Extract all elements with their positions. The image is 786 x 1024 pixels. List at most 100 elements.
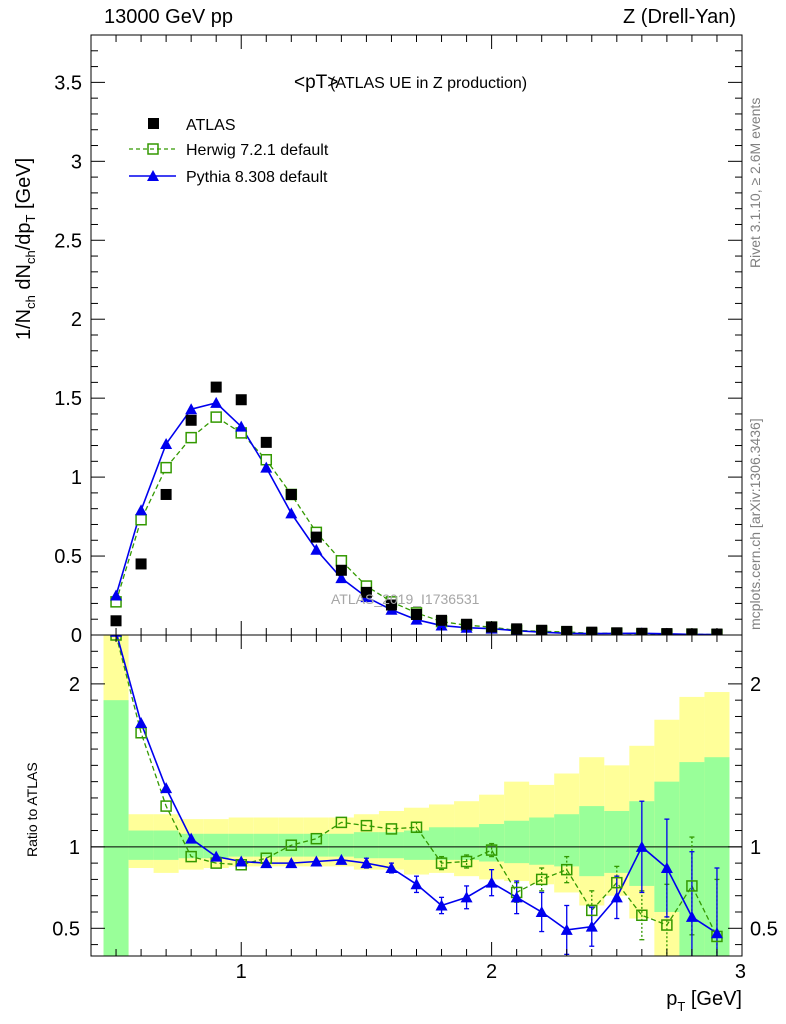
pythia-ratio-point bbox=[610, 891, 623, 903]
main-y-tick-label: 1 bbox=[71, 467, 82, 489]
legend-herwig-label: Herwig 7.2.1 default bbox=[186, 142, 329, 159]
pythia-ratio-point bbox=[585, 920, 598, 932]
pythia-ratio-point bbox=[385, 862, 398, 874]
x-tick-label: 3 bbox=[735, 961, 746, 983]
atlas-point bbox=[411, 608, 422, 620]
pythia-ratio-point bbox=[435, 899, 448, 911]
main-y-tick-label: 2.5 bbox=[54, 230, 82, 252]
pythia-point bbox=[160, 437, 173, 449]
pythia-ratio-point bbox=[360, 857, 373, 869]
pythia-ratio-point bbox=[260, 857, 273, 869]
band-1sigma bbox=[604, 810, 630, 873]
ratio-y-tick-label-right: 0.5 bbox=[750, 918, 778, 940]
pythia-ratio-point bbox=[660, 862, 673, 874]
ratio-tick-labels: 0.5 0.5 1 1 2 2 1 2 3 bbox=[52, 674, 778, 983]
main-y-tick-label: 3 bbox=[71, 151, 82, 173]
axes-frames bbox=[90, 34, 743, 957]
band-1sigma bbox=[328, 833, 354, 857]
herwig-ratio-point bbox=[360, 819, 373, 832]
atlas-point bbox=[385, 599, 397, 611]
herwig-ratio-point bbox=[611, 876, 623, 889]
herwig-point bbox=[160, 461, 172, 474]
pythia-ratio-point bbox=[335, 853, 348, 865]
main-y-axis-label: 1/Nch dNch/dpT [GeV] bbox=[13, 158, 38, 340]
band-1sigma bbox=[303, 833, 329, 857]
band-1sigma bbox=[403, 830, 430, 860]
pythia-point bbox=[335, 572, 348, 584]
herwig-ratio-point bbox=[535, 873, 548, 886]
herwig-ratio-point bbox=[185, 850, 197, 863]
band-1sigma bbox=[253, 833, 279, 857]
pythia-ratio-point bbox=[135, 716, 148, 728]
x-tick-label: 2 bbox=[486, 961, 497, 983]
ratio-y-axis-label: Ratio to ATLAS bbox=[24, 762, 40, 857]
pythia-point bbox=[135, 504, 148, 516]
legend-pythia-label: Pythia 8.308 default bbox=[186, 169, 328, 186]
band-1sigma bbox=[378, 832, 404, 859]
legend-pythia-marker bbox=[147, 170, 159, 181]
herwig-ratio-point bbox=[661, 919, 673, 931]
band-1sigma bbox=[228, 833, 254, 857]
band-1sigma bbox=[128, 830, 154, 860]
pythia-ratio-point bbox=[210, 850, 223, 862]
band-1sigma bbox=[353, 832, 379, 859]
pythia-ratio-point bbox=[635, 840, 648, 852]
pythia-ratio-point bbox=[285, 857, 298, 869]
band-1sigma bbox=[529, 817, 555, 865]
header-left: 13000 GeV pp bbox=[104, 6, 233, 28]
pythia-ratio-point bbox=[410, 878, 423, 890]
pythia-ratio-point bbox=[485, 876, 498, 888]
herwig-ratio-point bbox=[686, 880, 698, 892]
ratio-bands bbox=[103, 635, 730, 956]
main-y-tick-labels: 0 0.5 1 1.5 2 2.5 3 3.5 bbox=[54, 72, 82, 647]
pythia-point bbox=[210, 396, 223, 408]
herwig-ratio-point bbox=[460, 855, 473, 868]
main-title: <pT> bbox=[294, 72, 338, 93]
legend-herwig-marker bbox=[147, 143, 159, 155]
herwig-ratio-point bbox=[385, 823, 398, 835]
herwig-point bbox=[185, 431, 197, 444]
watermark: ATLAS_2019_I1736531 bbox=[331, 591, 480, 607]
pythia-ratio-point bbox=[185, 832, 198, 844]
main-title-suffix: (ATLAS UE in Z production) bbox=[330, 75, 527, 92]
herwig-ratio-point bbox=[560, 863, 573, 876]
pythia-ratio-point bbox=[535, 906, 548, 918]
herwig-point bbox=[210, 411, 222, 423]
x-axis-label: pT [GeV] bbox=[666, 988, 742, 1014]
pythia-ratio-point bbox=[460, 891, 473, 903]
band-1sigma bbox=[153, 830, 179, 860]
pythia-ratio-point bbox=[710, 927, 723, 939]
main-y-tick-label: 0 bbox=[71, 625, 82, 647]
atlas-point bbox=[110, 615, 122, 627]
atlas-point bbox=[235, 394, 247, 406]
atlas-point bbox=[360, 586, 372, 598]
band-1sigma bbox=[579, 806, 605, 877]
ratio-y-tick-label-left: 1 bbox=[69, 837, 80, 859]
legend-atlas-marker bbox=[148, 118, 159, 129]
pythia-point bbox=[285, 507, 298, 519]
herwig-ratio-point bbox=[410, 821, 423, 834]
ratio-y-tick-label-left: 0.5 bbox=[52, 918, 80, 940]
atlas-point bbox=[285, 488, 297, 500]
pythia-ratio-point bbox=[235, 855, 248, 867]
atlas-point bbox=[310, 531, 322, 543]
herwig-ratio-point bbox=[285, 839, 298, 851]
main-y-tick-label: 2 bbox=[71, 309, 82, 331]
main-y-tick-label: 0.5 bbox=[54, 546, 82, 568]
main-y-tick-label: 1.5 bbox=[54, 388, 82, 410]
herwig-ratio-point bbox=[586, 904, 598, 917]
header-right: Z (Drell-Yan) bbox=[623, 6, 736, 28]
atlas-point bbox=[335, 564, 347, 576]
pythia-point bbox=[110, 589, 123, 601]
legend-atlas-label: ATLAS bbox=[186, 117, 236, 134]
ratio-y-tick-label-right: 1 bbox=[750, 837, 761, 859]
atlas-point bbox=[461, 618, 473, 630]
atlas-point bbox=[436, 614, 448, 626]
pythia-point bbox=[235, 420, 248, 432]
pythia-ratio-point bbox=[560, 923, 573, 935]
pythia-ratio-point bbox=[685, 910, 698, 922]
ratio-series bbox=[110, 635, 723, 956]
pythia-ratio-point bbox=[310, 855, 323, 867]
atlas-point bbox=[260, 436, 272, 448]
